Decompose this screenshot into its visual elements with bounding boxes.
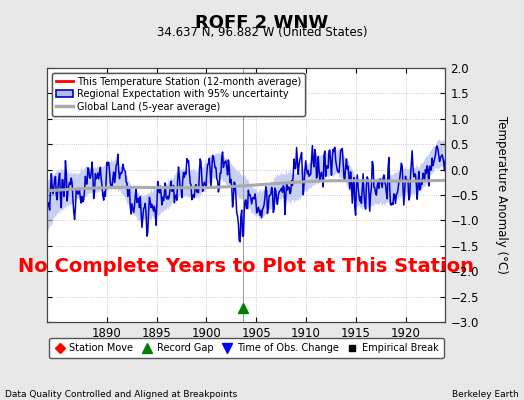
- Text: Data Quality Controlled and Aligned at Breakpoints: Data Quality Controlled and Aligned at B…: [5, 390, 237, 399]
- Text: No Complete Years to Plot at This Station: No Complete Years to Plot at This Statio…: [18, 257, 474, 276]
- Y-axis label: Temperature Anomaly (°C): Temperature Anomaly (°C): [495, 116, 508, 274]
- Text: ROFF 2 WNW: ROFF 2 WNW: [195, 14, 329, 32]
- Text: 34.637 N, 96.882 W (United States): 34.637 N, 96.882 W (United States): [157, 26, 367, 39]
- Legend: Station Move, Record Gap, Time of Obs. Change, Empirical Break: Station Move, Record Gap, Time of Obs. C…: [49, 338, 443, 358]
- Legend: This Temperature Station (12-month average), Regional Expectation with 95% uncer: This Temperature Station (12-month avera…: [52, 73, 305, 116]
- Text: Berkeley Earth: Berkeley Earth: [452, 390, 519, 399]
